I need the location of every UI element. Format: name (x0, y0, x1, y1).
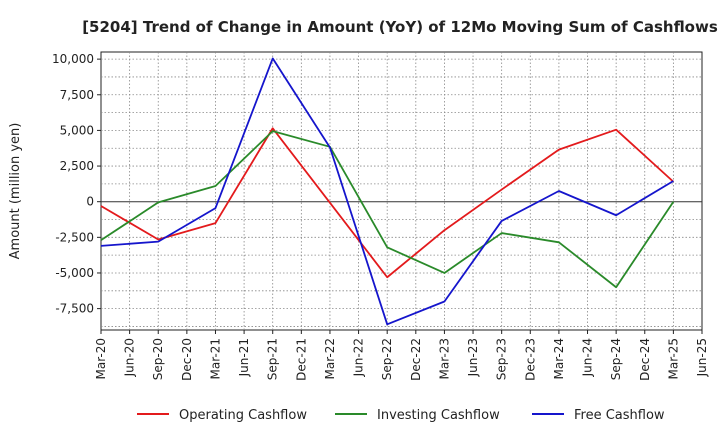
legend-label-operating-cashflow: Operating Cashflow (179, 408, 307, 423)
x-tick-label: Dec-20 (180, 338, 194, 381)
x-tick-label: Mar-21 (208, 338, 222, 379)
x-tick-label: Dec-24 (638, 338, 652, 381)
x-tick-label: Dec-22 (409, 338, 423, 381)
y-tick-label: 10,000 (52, 52, 94, 66)
x-tick-label: Mar-23 (437, 338, 451, 379)
y-tick-label: 7,500 (60, 88, 94, 102)
gridlines (101, 52, 702, 330)
y-axis-label: Amount (million yen) (8, 123, 23, 260)
y-tick-label: 2,500 (60, 159, 94, 173)
series-line-free-cashflow (100, 57, 674, 326)
y-axis: 10,000 7,500 5,000 2,500 0 -2,500 -5,000 -7,500 (52, 52, 101, 316)
x-tick-label: Mar-20 (94, 338, 108, 379)
x-tick-label: Sep-24 (609, 338, 623, 380)
x-tick-label: Sep-22 (380, 338, 394, 380)
y-tick-label: -2,500 (55, 230, 94, 244)
x-tick-label: Jun-25 (695, 338, 709, 377)
x-tick-label: Dec-21 (294, 338, 308, 381)
series-line-operating-cashflow (100, 127, 674, 279)
x-tick-label: Jun-21 (237, 338, 251, 377)
x-tick-label: Jun-23 (466, 338, 480, 377)
y-tick-label: -5,000 (55, 266, 94, 280)
chart-title: [5204] Trend of Change in Amount (YoY) o… (82, 18, 718, 36)
x-tick-label: Sep-23 (495, 338, 509, 380)
x-tick-label: Mar-24 (552, 338, 566, 379)
x-tick-label: Jun-22 (352, 338, 366, 377)
x-tick-label: Sep-21 (266, 338, 280, 380)
y-tick-label: -7,500 (55, 302, 94, 316)
x-tick-label: Mar-25 (666, 338, 680, 379)
y-tick-label: 5,000 (60, 123, 94, 137)
x-tick-label: Jun-20 (123, 338, 137, 377)
x-tick-label: Dec-23 (523, 338, 537, 381)
x-axis: Mar-20 Jun-20 Sep-20 Dec-20 Mar-21 Jun-21 Sep-… (94, 330, 709, 381)
legend: Operating Cashflow Investing Cashflow Free… (137, 408, 665, 423)
series-lines (100, 57, 675, 326)
legend-label-investing-cashflow: Investing Cashflow (377, 408, 500, 423)
series-line-investing-cashflow (100, 130, 675, 289)
plot-area (100, 51, 703, 331)
x-tick-label: Mar-22 (323, 338, 337, 379)
x-tick-label: Sep-20 (151, 338, 165, 380)
x-tick-label: Jun-24 (581, 338, 595, 377)
y-tick-label: 0 (86, 195, 94, 209)
legend-label-free-cashflow: Free Cashflow (574, 408, 665, 423)
